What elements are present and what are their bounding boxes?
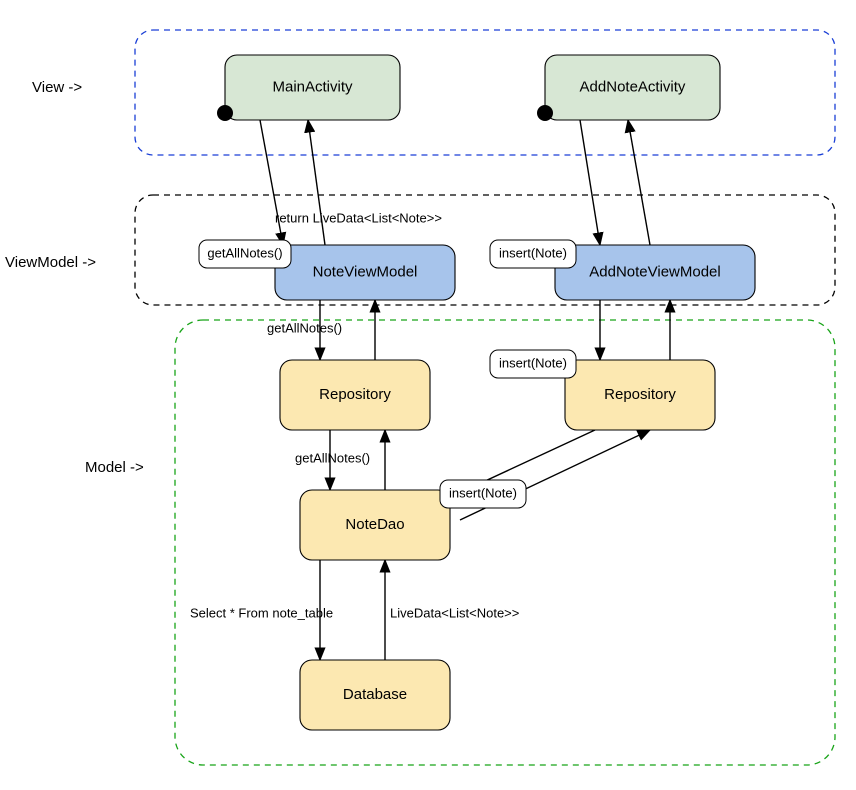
dot-addDot bbox=[537, 105, 553, 121]
callout-label-insert3: insert(Note) bbox=[449, 485, 517, 500]
layer-label-viewmodel: ViewModel -> bbox=[5, 254, 96, 271]
callout-label-selectFrom: Select * From note_table bbox=[190, 605, 333, 620]
node-label-noteViewModel: NoteViewModel bbox=[313, 263, 418, 280]
node-label-addNoteViewModel: AddNoteViewModel bbox=[589, 263, 720, 280]
callout-label-getAllNotes2: getAllNotes() bbox=[267, 320, 342, 335]
callout-label-returnLive: return LiveData<List<Note>> bbox=[275, 210, 442, 225]
callout-label-liveData2: LiveData<List<Note>> bbox=[390, 605, 519, 620]
node-label-addNoteActivity: AddNoteActivity bbox=[580, 78, 686, 95]
diagram-canvas: View -> ViewModel -> Model -> MainActivity A… bbox=[0, 0, 856, 790]
layer-label-model: Model -> bbox=[85, 459, 144, 476]
node-label-repo1: Repository bbox=[319, 386, 391, 403]
arrow-3 bbox=[628, 120, 650, 245]
arrow-1 bbox=[308, 120, 325, 245]
node-label-repo2: Repository bbox=[604, 386, 676, 403]
callout-label-getAllNotes1: getAllNotes() bbox=[207, 245, 282, 260]
callout-label-getAllNotes3: getAllNotes() bbox=[295, 450, 370, 465]
arrow-0 bbox=[260, 120, 283, 245]
node-label-database: Database bbox=[343, 686, 407, 703]
callout-label-insert1: insert(Note) bbox=[499, 245, 567, 260]
layer-label-view: View -> bbox=[32, 79, 82, 96]
layer-box-model bbox=[175, 320, 835, 765]
dot-mainDot bbox=[217, 105, 233, 121]
callout-label-insert2: insert(Note) bbox=[499, 355, 567, 370]
arrow-2 bbox=[580, 120, 600, 245]
node-label-mainActivity: MainActivity bbox=[272, 78, 353, 95]
node-label-noteDao: NoteDao bbox=[345, 516, 404, 533]
